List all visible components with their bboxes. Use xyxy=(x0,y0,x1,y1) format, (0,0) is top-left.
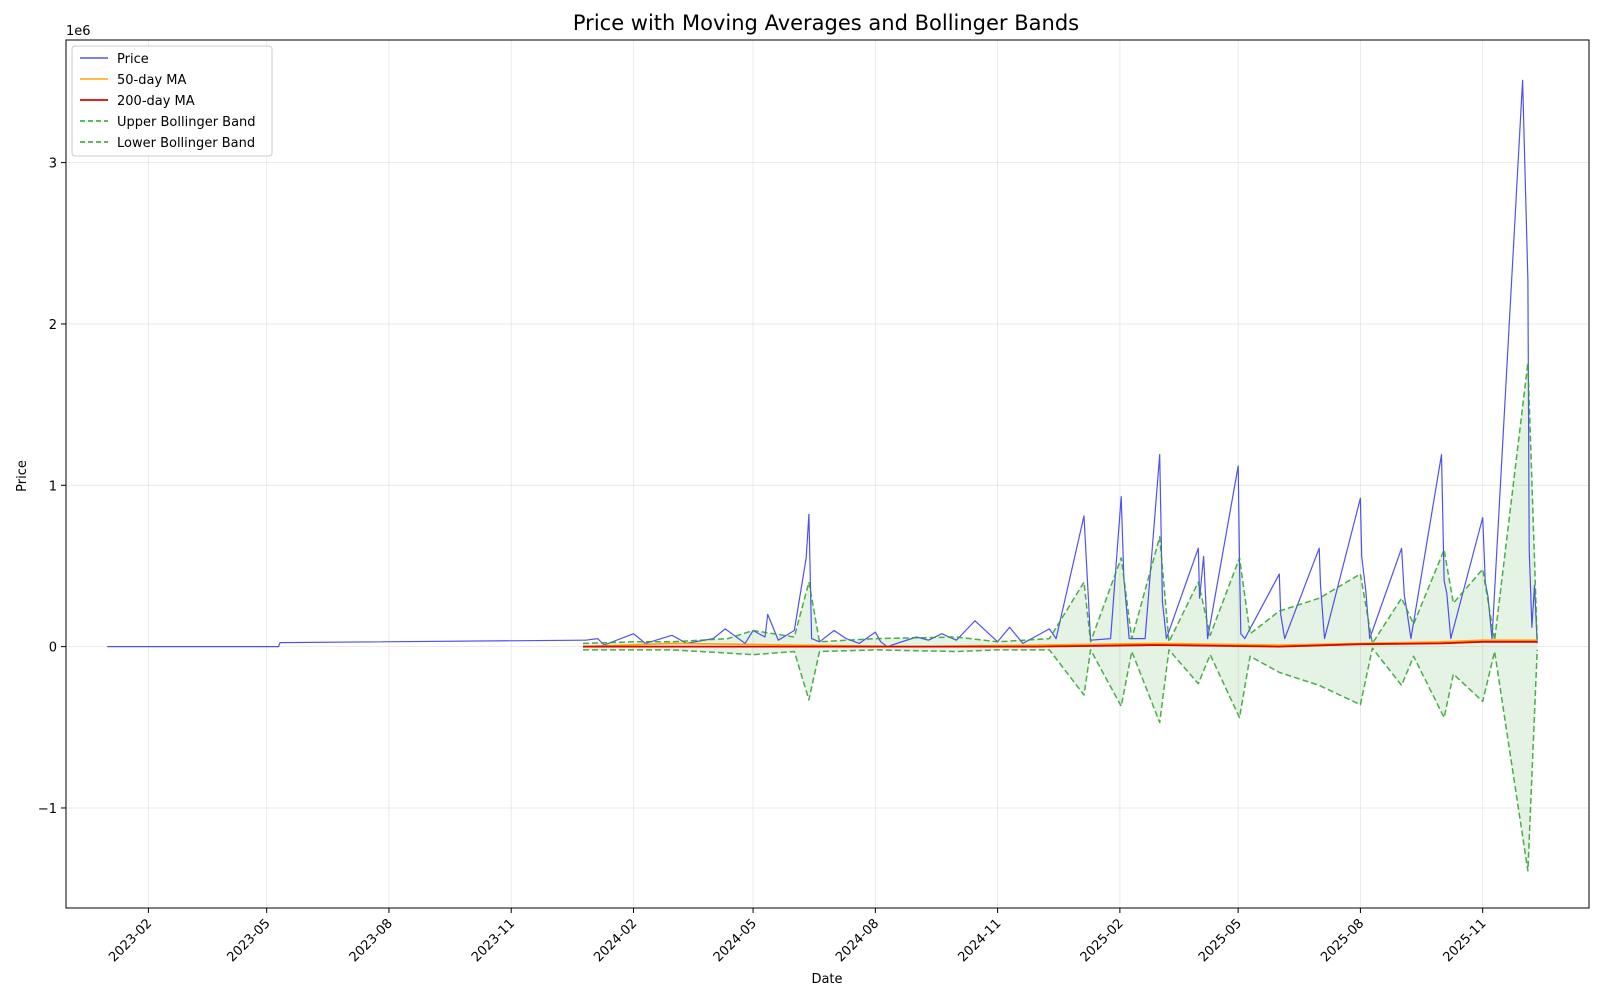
y-tick-label: 0 xyxy=(49,641,57,656)
upper-bollinger-line xyxy=(582,361,1538,645)
y-axis-label: Price xyxy=(15,460,30,492)
ma50-line xyxy=(582,639,1538,648)
legend: Price 50-day MA 200-day MA Upper Bollinger … xyxy=(71,45,273,157)
legend-box xyxy=(71,45,273,157)
series-layer xyxy=(107,79,1538,872)
legend-label: Price xyxy=(117,52,149,67)
y-offset-text: 1e6 xyxy=(66,24,91,39)
ma200-line xyxy=(583,640,1538,648)
band-fill xyxy=(583,362,1538,871)
legend-label: Lower Bollinger Band xyxy=(117,136,255,151)
bollinger-band-fill xyxy=(583,362,1538,871)
price-line xyxy=(107,79,1538,648)
x-axis-label: Date xyxy=(811,972,842,987)
plot-frame xyxy=(65,39,1590,909)
y-tick-label: 3 xyxy=(49,157,57,172)
y-tick-label: 2 xyxy=(49,318,57,333)
legend-label: 200-day MA xyxy=(117,94,195,109)
chart-title: Price with Moving Averages and Bollinger… xyxy=(573,11,1079,35)
legend-label: Upper Bollinger Band xyxy=(117,115,256,130)
legend-label: 50-day MA xyxy=(117,73,186,88)
y-tick-label: 1 xyxy=(49,479,57,494)
lower-bollinger-line xyxy=(583,647,1538,872)
y-tick-label: −1 xyxy=(38,802,57,817)
